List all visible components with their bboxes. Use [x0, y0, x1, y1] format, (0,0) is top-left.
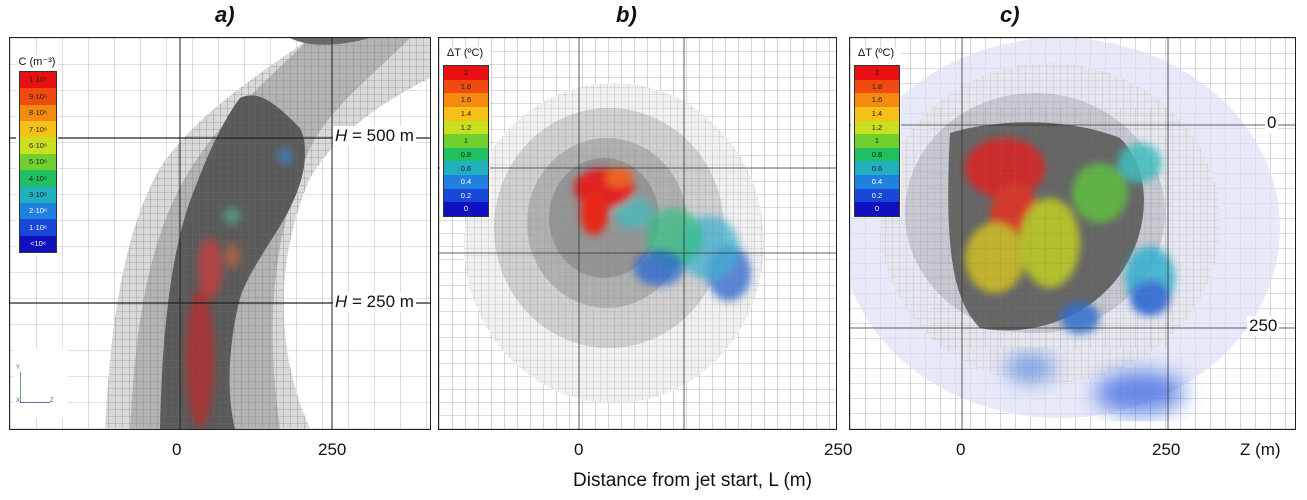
- panel-b-xtick-250: 250: [824, 440, 853, 459]
- panel-a-label: a): [215, 2, 235, 27]
- legend-swatch: 0.6: [855, 161, 899, 176]
- panel-c-legend: ΔT (ºC) 2 1.8 1.6 1.4 1.2 1 0.8 0.6 0.4 0.2 0: [851, 47, 901, 217]
- legend-swatch: 0: [444, 202, 488, 216]
- legend-swatch: 4·10⁶: [20, 170, 56, 187]
- legend-swatch: 3·10⁶: [20, 186, 56, 203]
- legend-swatch: 0: [855, 202, 899, 216]
- legend-swatch: 2: [855, 66, 899, 80]
- legend-swatch: 2: [444, 66, 488, 80]
- legend-swatch: 0.2: [444, 188, 488, 203]
- legend-swatch: 1.2: [444, 120, 488, 135]
- panel-b-xtick-0: 0: [574, 440, 584, 459]
- legend-swatch: 1.8: [444, 79, 488, 94]
- legend-swatch: 5·10⁶: [20, 153, 56, 171]
- legend-swatch: 1.6: [444, 93, 488, 107]
- panel-c-xtick-0: 0: [956, 440, 966, 459]
- panel-a-xtick-250: 250: [318, 440, 347, 459]
- panel-a-legend: C (m⁻³) 1·10⁷ 9·10⁶ 8·10⁶ 7·10⁶ 6·10⁶ 5·10⁶ 4·…: [16, 55, 58, 255]
- legend-swatch: 1·10⁶: [20, 219, 56, 236]
- panel-c-ytick-250: 250: [1247, 316, 1280, 336]
- legend-swatch: 6·10⁶: [20, 137, 56, 154]
- x-axis-title: Distance from jet start, L (m): [573, 470, 812, 491]
- panel-b-label: b): [616, 2, 637, 27]
- panel-a-plume-image: [10, 38, 430, 429]
- panel-c-plume-image: [850, 38, 1295, 429]
- panel-c-x-unit: Z (m): [1240, 440, 1281, 459]
- panel-b-legend-title: ΔT (ºC): [446, 47, 484, 59]
- legend-swatch: 0.8: [444, 147, 488, 162]
- legend-swatch: 1: [444, 134, 488, 148]
- panel-a-xtick-0: 0: [172, 440, 182, 459]
- panel-a: [9, 37, 431, 430]
- h-label-250: H = 250 m: [333, 292, 416, 312]
- panel-b: [438, 37, 837, 430]
- panel-c-legend-title: ΔT (ºC): [857, 47, 895, 59]
- legend-swatch: 1: [855, 134, 899, 148]
- axis-triad-x: X: [16, 398, 21, 404]
- h-label-500: H = 500 m: [333, 126, 416, 146]
- legend-swatch: 2·10⁶: [20, 202, 56, 220]
- panel-c-ytick-0: 0: [1265, 113, 1279, 133]
- panel-a-colorbar: 1·10⁷ 9·10⁶ 8·10⁶ 7·10⁶ 6·10⁶ 5·10⁶ 4·10⁶ 3·10⁶…: [19, 71, 57, 253]
- legend-swatch: 1.6: [855, 93, 899, 107]
- panel-b-colorbar: 2 1.8 1.6 1.4 1.2 1 0.8 0.6 0.4 0.2 0: [443, 65, 489, 217]
- legend-swatch: 1.4: [855, 106, 899, 121]
- panel-a-legend-title: C (m⁻³): [18, 56, 56, 68]
- axis-triad-z-line: [20, 402, 50, 403]
- legend-swatch: 9·10⁶: [20, 88, 56, 105]
- axis-triad-z: Z: [50, 398, 54, 404]
- panel-c-label: c): [1000, 2, 1020, 27]
- legend-swatch: 0.2: [855, 188, 899, 203]
- axis-triad-y-line: [20, 372, 21, 402]
- panel-c-colorbar: 2 1.8 1.6 1.4 1.2 1 0.8 0.6 0.4 0.2 0: [854, 65, 900, 217]
- panel-c-xtick-250: 250: [1152, 440, 1181, 459]
- legend-swatch: 1.4: [444, 106, 488, 121]
- legend-swatch: 7·10⁶: [20, 121, 56, 138]
- legend-swatch: <10⁶: [20, 235, 56, 252]
- legend-swatch: 0.4: [444, 175, 488, 189]
- legend-swatch: 0.8: [855, 147, 899, 162]
- legend-swatch: 0.4: [855, 175, 899, 189]
- axis-triad-y: Y: [16, 365, 21, 371]
- legend-swatch: 1.8: [855, 79, 899, 94]
- panel-b-plume-image: [439, 38, 836, 429]
- panel-c: [849, 37, 1296, 430]
- panel-b-legend: ΔT (ºC) 2 1.8 1.6 1.4 1.2 1 0.8 0.6 0.4 0.2 0: [440, 47, 490, 217]
- legend-swatch: 1.2: [855, 120, 899, 135]
- legend-swatch: 1·10⁷: [20, 72, 56, 89]
- legend-swatch: 0.6: [444, 161, 488, 176]
- legend-swatch: 8·10⁶: [20, 104, 56, 122]
